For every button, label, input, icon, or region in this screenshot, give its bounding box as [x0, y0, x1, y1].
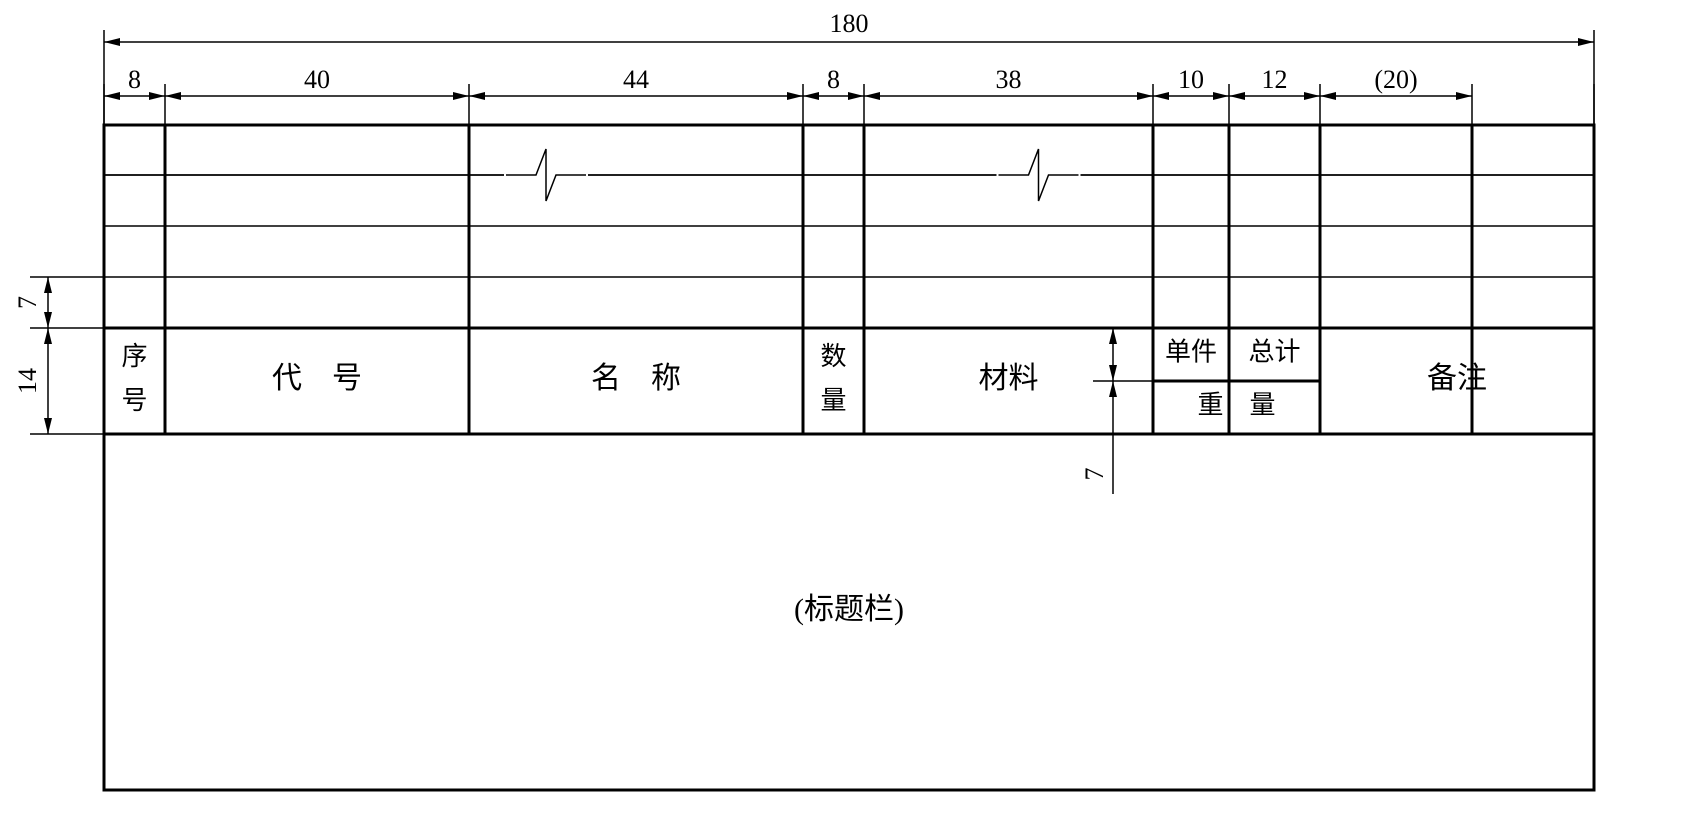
- dim-total-width: 180: [830, 9, 869, 38]
- hdr-qty: 数: [820, 342, 846, 371]
- hdr-mat: 材料: [979, 362, 1039, 395]
- hdr-seq: 序: [121, 342, 147, 371]
- hdr-unit: 单件: [1165, 337, 1217, 366]
- dim-col-5: 10: [1178, 65, 1204, 94]
- hdr-name: 名 称: [591, 362, 681, 395]
- dim-col-0: 8: [128, 65, 141, 94]
- dim-col-6: 12: [1262, 65, 1288, 94]
- dim-col-2: 44: [623, 65, 649, 94]
- hdr-qty2: 量: [820, 386, 846, 415]
- dimension-diagram: 180 8 40 44 8 38 10 12 (20) 7 14 7 序号 代 号 名 称 数量 材料 单件 总计重…: [0, 0, 1681, 821]
- dim-col-7: (20): [1374, 65, 1417, 94]
- hdr-seq2: 号: [121, 386, 147, 415]
- dim-inner-7: 7: [1080, 468, 1109, 481]
- dim-col-1: 40: [304, 65, 330, 94]
- title-block-label: (标题栏): [794, 593, 904, 626]
- hdr-code: 代 号: [272, 362, 362, 395]
- hdr-weight: 重 量: [1197, 390, 1275, 419]
- hdr-note: 备注: [1427, 362, 1487, 395]
- dim-col-4: 38: [996, 65, 1022, 94]
- dim-row-14: 14: [13, 368, 42, 394]
- dim-col-3: 8: [827, 65, 840, 94]
- dim-row-7: 7: [13, 296, 42, 309]
- hdr-total: 总计: [1248, 337, 1300, 366]
